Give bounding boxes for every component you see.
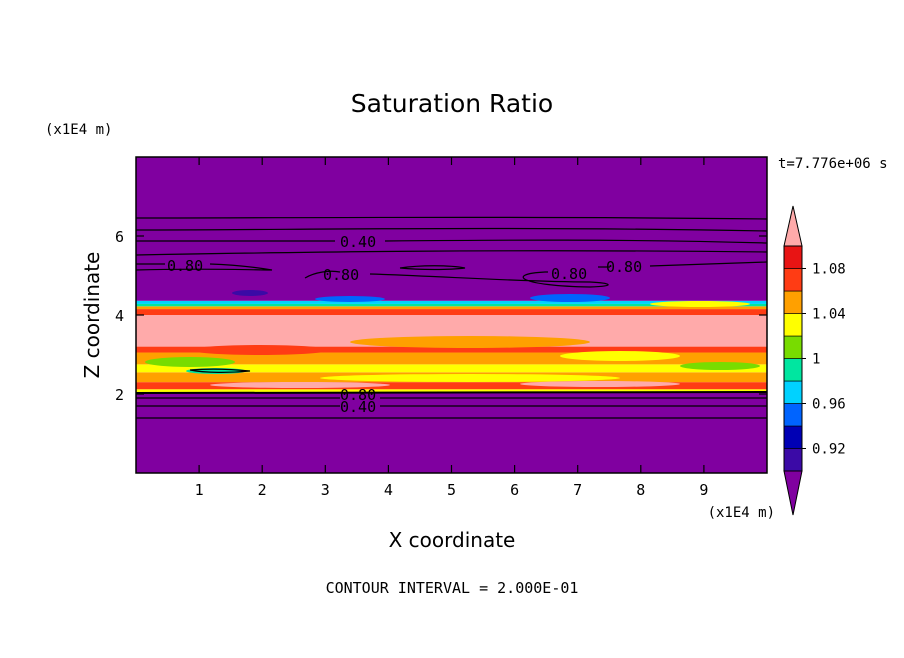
field-patch	[190, 345, 330, 355]
field-band	[136, 352, 767, 365]
contour-line	[136, 216, 767, 220]
colorbar-segment	[783, 358, 803, 382]
colorbar-over-triangle	[783, 205, 803, 247]
colorbar	[783, 205, 803, 516]
contour-line	[136, 227, 767, 232]
y-tick-label: 4	[115, 307, 124, 325]
field-band	[136, 389, 767, 393]
field-band	[136, 300, 767, 304]
colorbar-segment	[783, 268, 803, 292]
field-patch	[650, 301, 750, 307]
contour-line	[136, 250, 767, 256]
colorbar-labels: 1.08 1.04 1 0.96 0.92	[802, 262, 846, 458]
x-tick-label: 2	[258, 481, 267, 499]
colorbar-segment	[783, 245, 803, 269]
field-band	[136, 382, 767, 390]
colorbar-segment	[783, 448, 803, 472]
field-patch	[145, 357, 235, 367]
colorbar-segment	[783, 313, 803, 337]
contour-line	[304, 270, 609, 288]
field-band	[136, 392, 767, 473]
colorbar-tick-label: 0.96	[812, 397, 846, 413]
y-tick-label: 2	[115, 386, 124, 404]
y-axis: 2 4 6	[115, 228, 767, 404]
contour-label: 0.80	[606, 258, 642, 276]
field-patch	[210, 382, 390, 388]
plot-field	[136, 157, 767, 473]
contour-line	[189, 368, 251, 373]
contour-label: 0.80	[323, 266, 359, 284]
time-label: t=7.776e+06 s	[778, 156, 888, 172]
x-tick-label: 5	[447, 481, 456, 499]
chart-title: Saturation Ratio	[351, 89, 553, 118]
colorbar-tick-label: 1.08	[812, 262, 846, 278]
field-band	[136, 364, 767, 373]
colorbar-under-triangle	[783, 470, 803, 516]
contour-label: 0.40	[340, 233, 376, 251]
field-patch	[320, 374, 620, 382]
x-tick-label: 7	[573, 481, 582, 499]
colorbar-tick-label: 1	[812, 352, 820, 368]
colorbar-tick-label: 0.92	[812, 442, 846, 458]
x-unit-label: (x1E4 m)	[708, 505, 775, 521]
contour-interval-note: CONTOUR INTERVAL = 2.000E-01	[326, 579, 579, 597]
colorbar-segment	[783, 403, 803, 427]
field-band	[136, 346, 767, 353]
x-tick-label: 9	[699, 481, 708, 499]
contour-label: 0.80	[340, 386, 376, 404]
field-patch	[520, 381, 680, 387]
contour-line	[136, 239, 767, 244]
colorbar-segment	[783, 335, 803, 359]
y-axis-title: Z coordinate	[80, 252, 104, 379]
contour-label: 0.80	[167, 257, 203, 275]
field-band	[136, 303, 767, 307]
x-tick-label: 6	[510, 481, 519, 499]
field-patch	[530, 294, 610, 302]
field-band	[136, 309, 767, 315]
x-tick-label: 3	[321, 481, 330, 499]
colorbar-segment	[783, 380, 803, 404]
field-patch	[232, 290, 268, 296]
y-tick-label: 6	[115, 228, 124, 246]
x-axis: 1 2 3 4 5 6 7 8 9	[195, 157, 708, 499]
field-patch	[350, 336, 590, 348]
field-patch	[315, 296, 385, 302]
colorbar-segment	[783, 290, 803, 314]
contour-line	[136, 263, 273, 271]
colorbar-tick-label: 1.04	[812, 307, 846, 323]
contour-label: 0.40	[340, 398, 376, 416]
contour-line	[399, 265, 466, 271]
contour-line	[545, 261, 767, 273]
contour-label-group: 0.40 0.80 0.80 0.80 0.80 0.80 0.40	[167, 233, 642, 416]
y-unit-label: (x1E4 m)	[45, 122, 112, 138]
x-axis-title: X coordinate	[389, 528, 516, 552]
field-patch	[560, 351, 680, 361]
x-tick-label: 8	[636, 481, 645, 499]
contour-label: 0.80	[551, 265, 587, 283]
x-tick-label: 1	[195, 481, 204, 499]
field-band	[136, 306, 767, 310]
field-patch	[680, 362, 760, 370]
colorbar-segment	[783, 425, 803, 449]
x-tick-label: 4	[384, 481, 393, 499]
